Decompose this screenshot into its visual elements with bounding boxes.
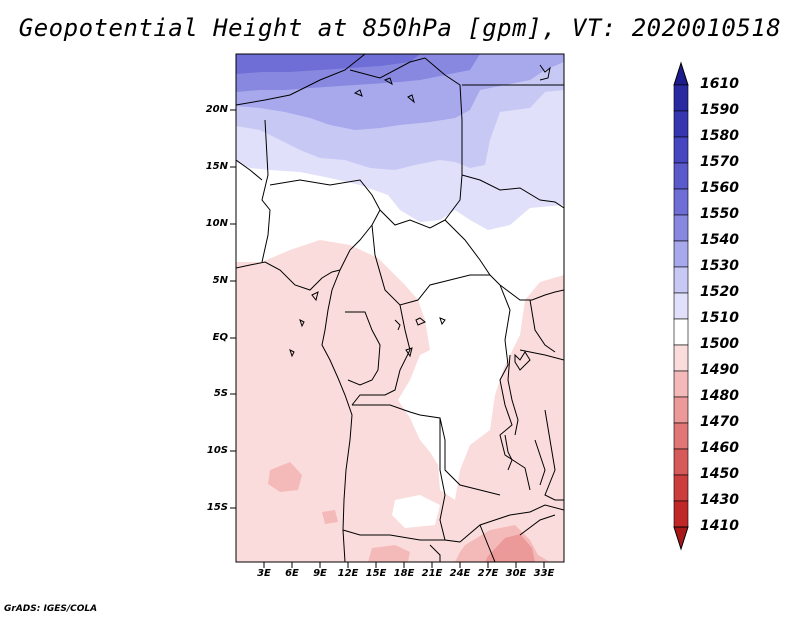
colorbar-segment: [673, 136, 689, 164]
lon-label-15e: 15E: [365, 568, 387, 579]
colorbar-label: 1570: [700, 154, 739, 170]
colorbar-segment: [673, 344, 689, 372]
colorbar-label: 1410: [700, 518, 739, 534]
grads-credit: GrADS: IGES/COLA: [4, 604, 98, 614]
colorbar-segment: [673, 266, 689, 294]
lon-label-12e: 12E: [337, 568, 359, 579]
colorbar-segment: [673, 188, 689, 216]
lon-label-30e: 30E: [505, 568, 527, 579]
field-1470-1480: [485, 534, 535, 562]
colorbar-segment: [673, 84, 689, 112]
lat-label-10s: 10S: [206, 445, 228, 456]
colorbar-segment: [673, 396, 689, 424]
colorbar-label: 1540: [700, 232, 739, 248]
colorbar-bottom-arrow: [673, 526, 689, 551]
lat-label-15s: 15S: [206, 502, 228, 513]
colorbar-label: 1560: [700, 180, 739, 196]
map-title: Geopotential Height at 850hPa [gpm], VT:…: [18, 14, 782, 42]
colorbar-label: 1580: [700, 128, 739, 144]
colorbar-segment: [673, 292, 689, 320]
lat-label-5s: 5S: [213, 388, 228, 399]
colorbar-label: 1450: [700, 466, 739, 482]
lon-label-18e: 18E: [393, 568, 415, 579]
country-borders: [236, 54, 564, 562]
colorbar-segment: [673, 110, 689, 138]
colorbar-label: 1470: [700, 414, 739, 430]
colorbar: [673, 61, 689, 551]
lon-ticks: [263, 562, 545, 568]
lon-label-24e: 24E: [449, 568, 471, 579]
colorbar-segment: [673, 240, 689, 268]
lon-label-3e: 3E: [257, 568, 271, 579]
colorbar-segment: [673, 162, 689, 190]
lat-label-20n: 20N: [205, 104, 228, 115]
colorbar-label: 1460: [700, 440, 739, 456]
colorbar-label: 1510: [700, 310, 739, 326]
lon-label-33e: 33E: [533, 568, 555, 579]
colorbar-label: 1500: [700, 336, 739, 352]
colorbar-top-arrow: [673, 61, 689, 86]
height-field: [236, 54, 564, 562]
colorbar-label: 1590: [700, 102, 739, 118]
lat-ticks: [230, 109, 236, 509]
lat-label-10n: 10N: [205, 218, 228, 229]
field-1480-1490-s: [368, 545, 410, 562]
lat-label-15n: 15N: [205, 161, 228, 172]
lon-label-9e: 9E: [313, 568, 327, 579]
lat-label-eq: EQ: [212, 332, 228, 343]
lon-label-6e: 6E: [285, 568, 299, 579]
lon-label-27e: 27E: [477, 568, 499, 579]
lon-label-21e: 21E: [421, 568, 443, 579]
colorbar-segment: [673, 422, 689, 450]
colorbar-label: 1490: [700, 362, 739, 378]
colorbar-segment: [673, 370, 689, 398]
colorbar-segment: [673, 474, 689, 502]
field-1500-1510-south: [392, 495, 440, 528]
colorbar-segment: [673, 448, 689, 476]
colorbar-segment: [673, 500, 689, 528]
colorbar-label: 1550: [700, 206, 739, 222]
field-1550-1560: [236, 54, 420, 74]
colorbar-segment: [673, 318, 689, 346]
colorbar-label: 1520: [700, 284, 739, 300]
colorbar-segment: [673, 214, 689, 242]
map-frame: [235, 53, 565, 563]
colorbar-label: 1480: [700, 388, 739, 404]
colorbar-label: 1430: [700, 492, 739, 508]
colorbar-label: 1530: [700, 258, 739, 274]
field-1480-1490-sw: [268, 462, 302, 492]
lat-label-5n: 5N: [212, 275, 228, 286]
field-1480-1490-sw2: [322, 510, 338, 524]
colorbar-label: 1610: [700, 76, 739, 92]
